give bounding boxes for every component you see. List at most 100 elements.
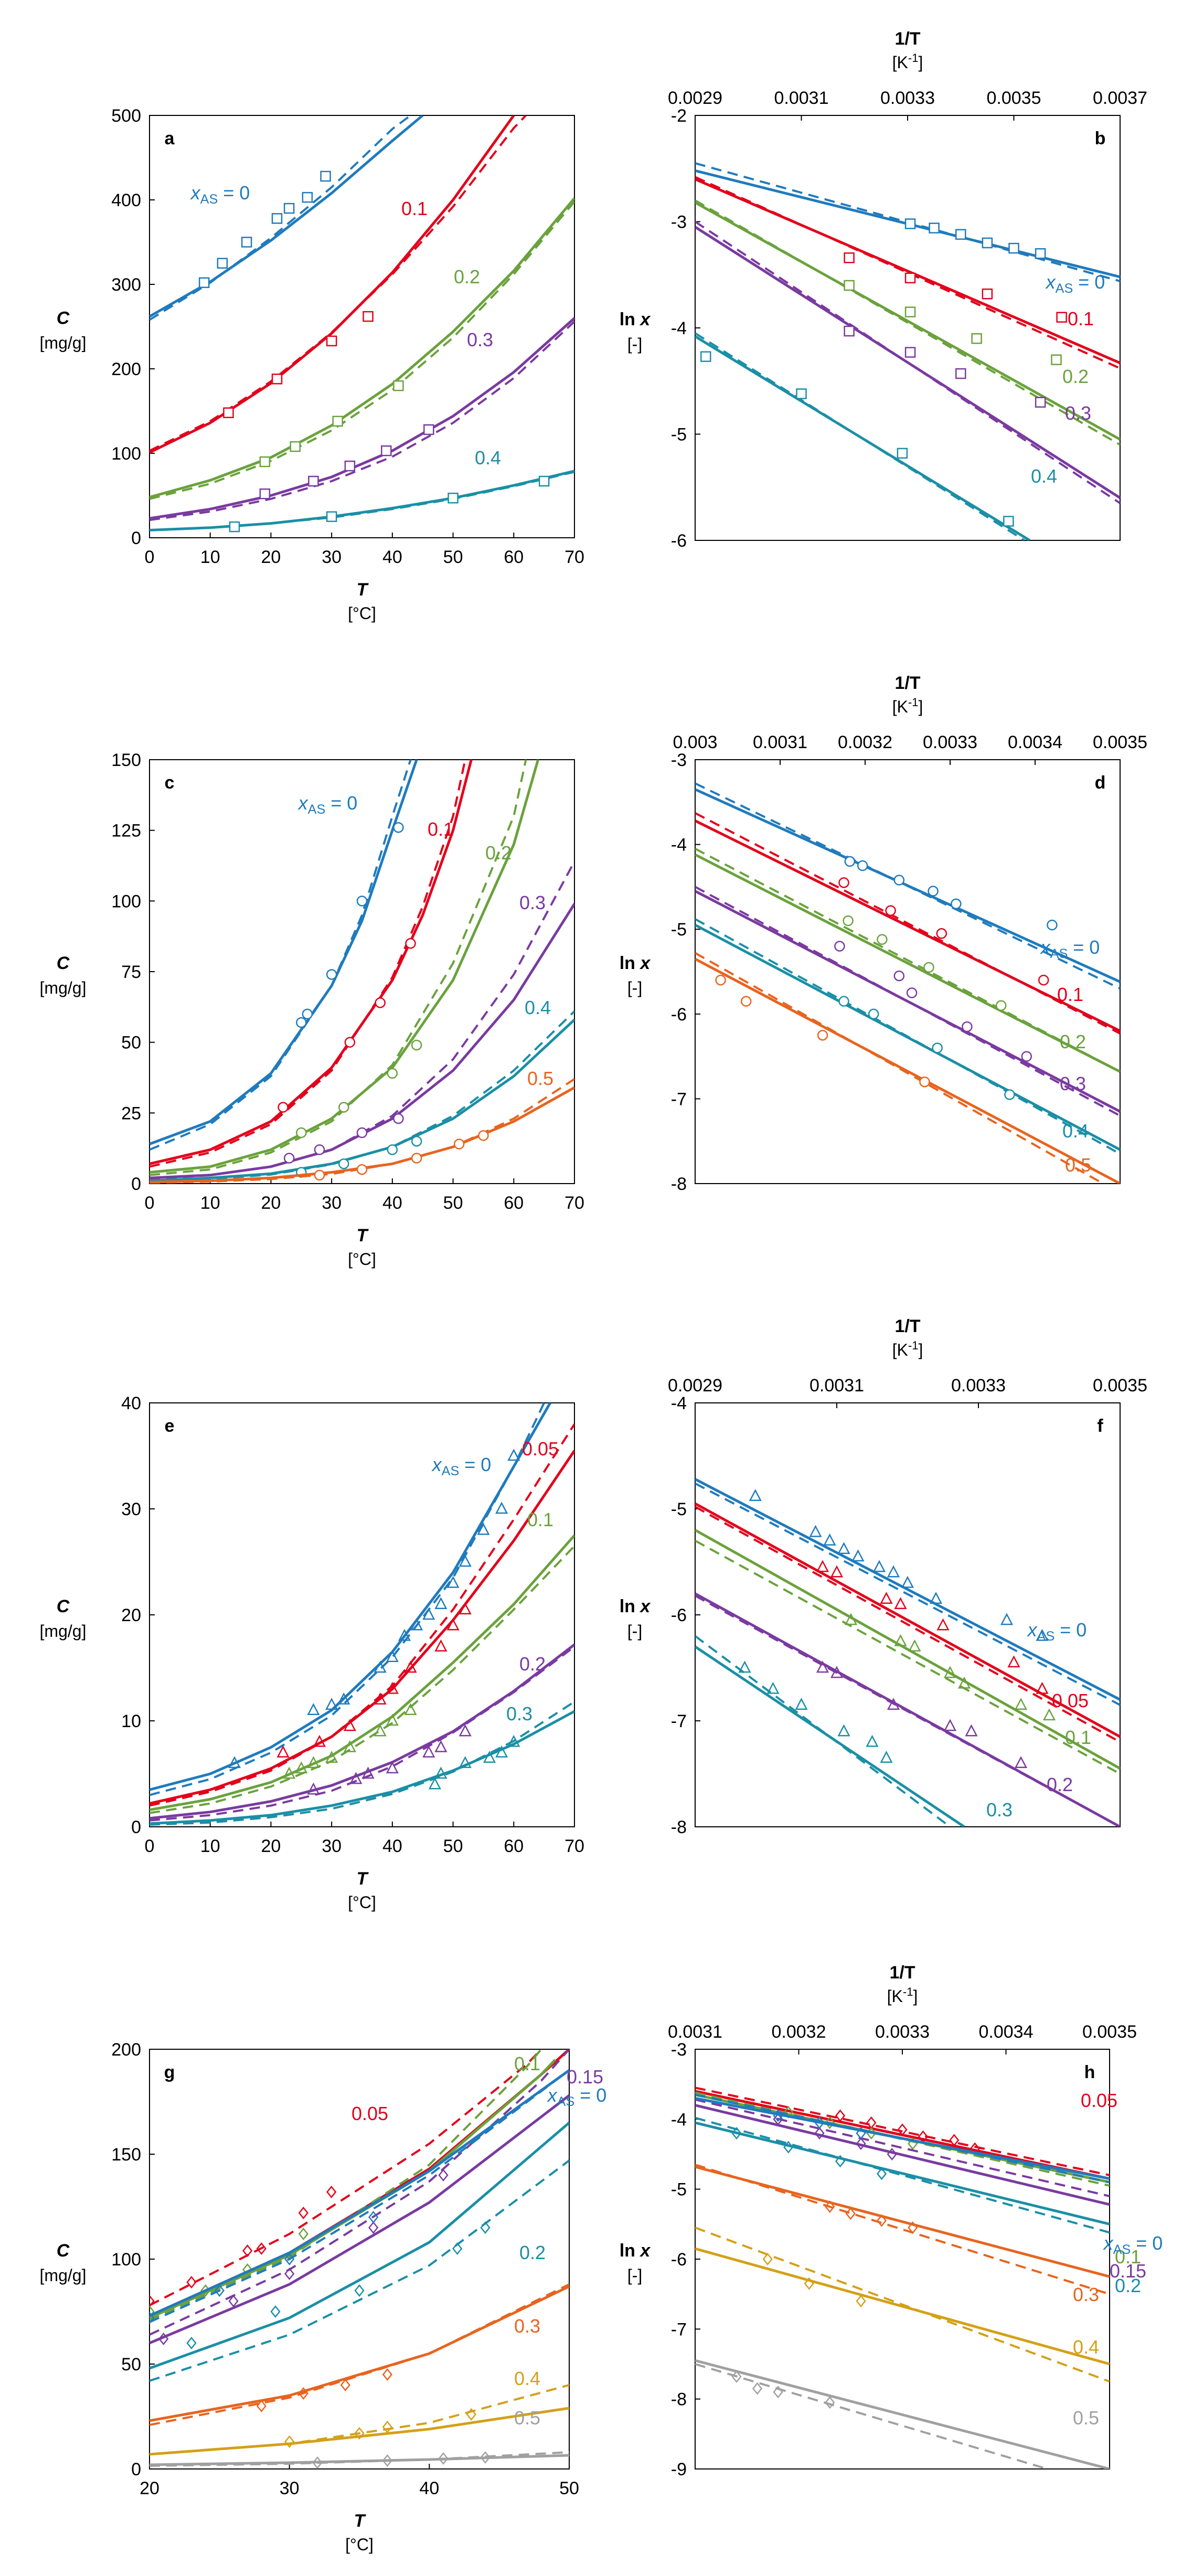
data-point <box>382 2454 392 2467</box>
x-tick-label: 0.0033 <box>923 732 977 752</box>
y-axis-title: C <box>57 1596 70 1616</box>
x-tick-label: 50 <box>443 1193 463 1213</box>
model-curve-solid <box>150 2049 569 2317</box>
data-point <box>1008 242 1019 254</box>
y-tick-label: -6 <box>671 1605 687 1625</box>
series-0.4 <box>695 332 1031 540</box>
panel-b: 0.0029 0.0031 0.0033 0.0035 0.0037 -2 -3 -4 -5 -6… <box>620 29 1147 551</box>
data-point <box>928 886 939 897</box>
data-point <box>295 1761 308 1774</box>
data-point <box>1003 516 1014 527</box>
data-point <box>929 222 940 233</box>
data-point <box>971 333 982 344</box>
data-point <box>410 1618 423 1631</box>
data-point <box>982 237 993 249</box>
data-point <box>298 2227 308 2241</box>
data-point <box>223 407 234 418</box>
data-point <box>271 213 283 224</box>
data-point <box>897 448 908 459</box>
series-label: 0.1 <box>1065 1727 1091 1748</box>
data-point <box>374 1724 387 1737</box>
x-tick-label: 50 <box>559 2478 579 2498</box>
data-point <box>876 2214 887 2227</box>
model-curve-dashed <box>695 1482 1120 1706</box>
model-curve-solid <box>695 201 1120 441</box>
data-point <box>731 2370 742 2383</box>
data-point <box>835 2109 846 2122</box>
series-0.3 <box>695 220 1120 504</box>
series-0.1 <box>150 1534 574 1814</box>
series-label: 0.5 <box>1065 1154 1091 1176</box>
data-point <box>825 2396 835 2409</box>
data-point <box>393 380 404 391</box>
model-curve-dashed <box>695 1506 1120 1743</box>
series-label: 0.05 <box>351 2103 388 2124</box>
x-tick-label: 0.0033 <box>880 88 935 108</box>
series-label: 0.4 <box>525 997 551 1018</box>
data-point <box>284 2252 295 2266</box>
model-curve-dashed <box>150 471 574 531</box>
data-point <box>386 1713 399 1726</box>
model-curve-dashed <box>695 1594 1120 1827</box>
x-tick-label: 30 <box>322 1836 342 1856</box>
model-curve-solid <box>150 2285 569 2422</box>
model-curve-dashed <box>695 2116 1110 2234</box>
data-point <box>982 288 993 300</box>
series-label: 0.4 <box>1062 1120 1089 1142</box>
data-point <box>816 1560 829 1572</box>
data-point <box>354 2284 365 2297</box>
data-point <box>1036 1628 1049 1641</box>
data-point <box>446 1618 460 1631</box>
data-point <box>1000 1613 1014 1625</box>
x-tick-label: 30 <box>322 1193 342 1213</box>
model-curve-dashed <box>150 1545 574 1814</box>
data-point <box>783 2141 794 2154</box>
data-point <box>242 2263 253 2276</box>
data-point <box>480 2221 491 2234</box>
y-tick-label: -4 <box>671 318 687 338</box>
data-point <box>844 856 856 867</box>
series-label: 0.5 <box>1073 2407 1099 2429</box>
data-point <box>343 1740 356 1752</box>
series-label: xAS = 0 <box>547 2084 607 2109</box>
data-point <box>949 2134 960 2147</box>
x-tick-label: 20 <box>261 1836 281 1856</box>
model-curve-solid <box>150 2454 569 2466</box>
data-point <box>283 1766 296 1779</box>
data-point <box>307 1756 320 1769</box>
y-tick-label: -3 <box>671 750 687 770</box>
data-point <box>354 2426 365 2440</box>
model-curve-dashed <box>150 1403 545 1796</box>
data-point <box>904 272 916 284</box>
panel-letter: f <box>1097 1416 1103 1436</box>
data-point <box>835 2155 846 2168</box>
y-axis-unit: [mg/g] <box>40 978 87 997</box>
panel-letter: h <box>1084 2062 1095 2082</box>
model-curve-solid <box>150 1710 574 1825</box>
data-point <box>375 997 386 1008</box>
data-point <box>844 325 855 337</box>
data-point <box>838 877 849 888</box>
data-point <box>844 252 855 263</box>
series-label: 0.3 <box>986 1799 1013 1821</box>
data-point <box>857 860 868 871</box>
data-point <box>298 2387 308 2400</box>
panel-letter: c <box>165 773 175 793</box>
series-label: 0.3 <box>506 1703 532 1725</box>
series-0.05 <box>150 1423 574 1807</box>
series-xAS---0 <box>150 760 418 1151</box>
data-point <box>150 2294 155 2308</box>
y-axis-unit: [mg/g] <box>40 2266 87 2285</box>
data-point <box>951 898 962 909</box>
model-curve-dashed <box>150 1646 574 1822</box>
series-0.4 <box>695 2227 1110 2383</box>
data-point <box>374 1692 387 1705</box>
data-point <box>851 1549 865 1562</box>
panel-letter: a <box>165 129 175 148</box>
data-point <box>495 1502 508 1514</box>
series-label: xAS = 0 <box>190 182 250 207</box>
data-point <box>278 1102 289 1113</box>
series-label: 0.05 <box>522 1438 559 1460</box>
x-axis-title: 1/T <box>894 29 920 49</box>
series-label: 0.1 <box>1057 984 1083 1005</box>
